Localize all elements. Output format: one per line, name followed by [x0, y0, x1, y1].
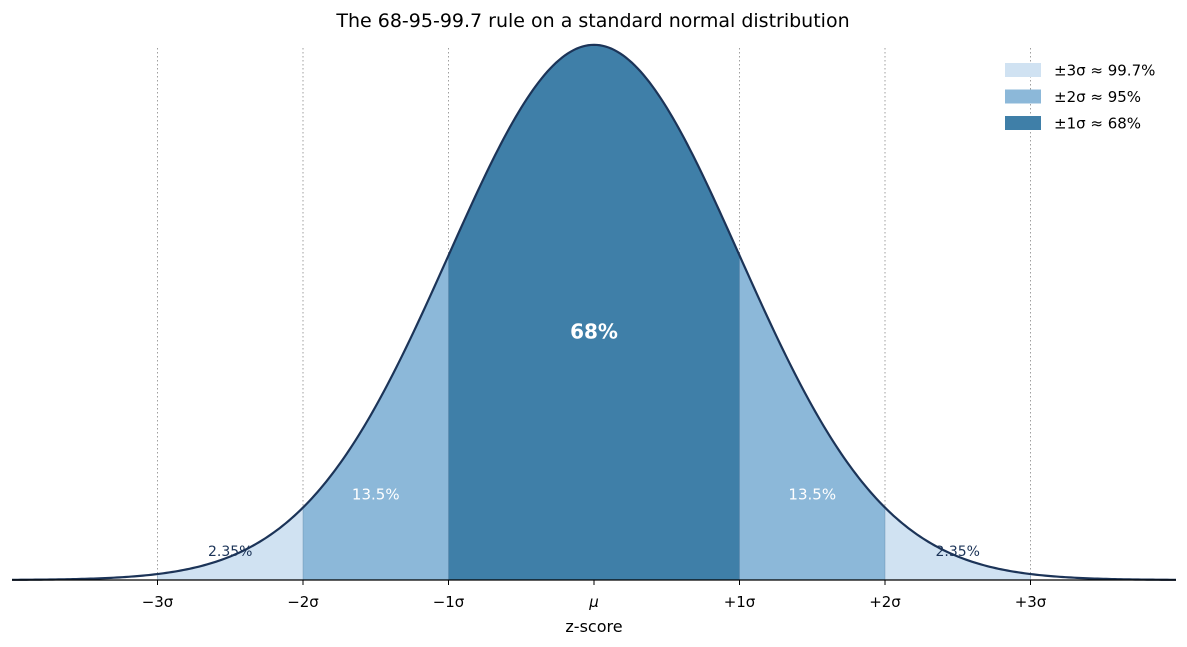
region-label-2: 68% — [570, 320, 618, 344]
legend-label-1: ±3σ ≈ 99.7% — [1054, 62, 1155, 80]
x-axis-label: z-score — [565, 617, 622, 636]
x-tick-label-2: −1σ — [433, 593, 465, 611]
x-tick-label-3: μ — [588, 593, 599, 611]
legend-swatch-2 — [1005, 89, 1041, 104]
chart-title: The 68-95-99.7 rule on a standard normal… — [335, 10, 849, 32]
x-tick-label-4: +1σ — [724, 593, 756, 611]
x-axis-ticks: −3σ −2σ −1σ μ +1σ +2σ +3σ — [142, 580, 1047, 611]
band-3 — [448, 44, 740, 580]
x-tick-label-6: +3σ — [1015, 593, 1047, 611]
region-label-0: 2.35% — [208, 544, 252, 560]
region-label-1: 13.5% — [352, 486, 400, 504]
legend: ±3σ ≈ 99.7% ±2σ ≈ 95% ±1σ ≈ 68% — [1005, 62, 1155, 133]
pdf-curve-line — [11, 43, 1177, 581]
legend-label-2: ±2σ ≈ 95% — [1054, 88, 1141, 106]
region-labels: 2.35% 13.5% 68% 13.5% 2.35% — [208, 320, 980, 560]
legend-swatch-1 — [1005, 63, 1041, 77]
region-label-4: 2.35% — [936, 544, 980, 560]
x-tick-label-0: −3σ — [142, 593, 174, 611]
legend-label-3: ±1σ ≈ 68% — [1054, 115, 1141, 133]
region-label-3: 13.5% — [788, 486, 836, 504]
density-curve — [11, 43, 1177, 581]
x-tick-label-5: +2σ — [869, 593, 901, 611]
x-tick-label-1: −2σ — [287, 593, 319, 611]
legend-swatch-3 — [1005, 116, 1041, 130]
shaded-bands — [157, 44, 1031, 580]
